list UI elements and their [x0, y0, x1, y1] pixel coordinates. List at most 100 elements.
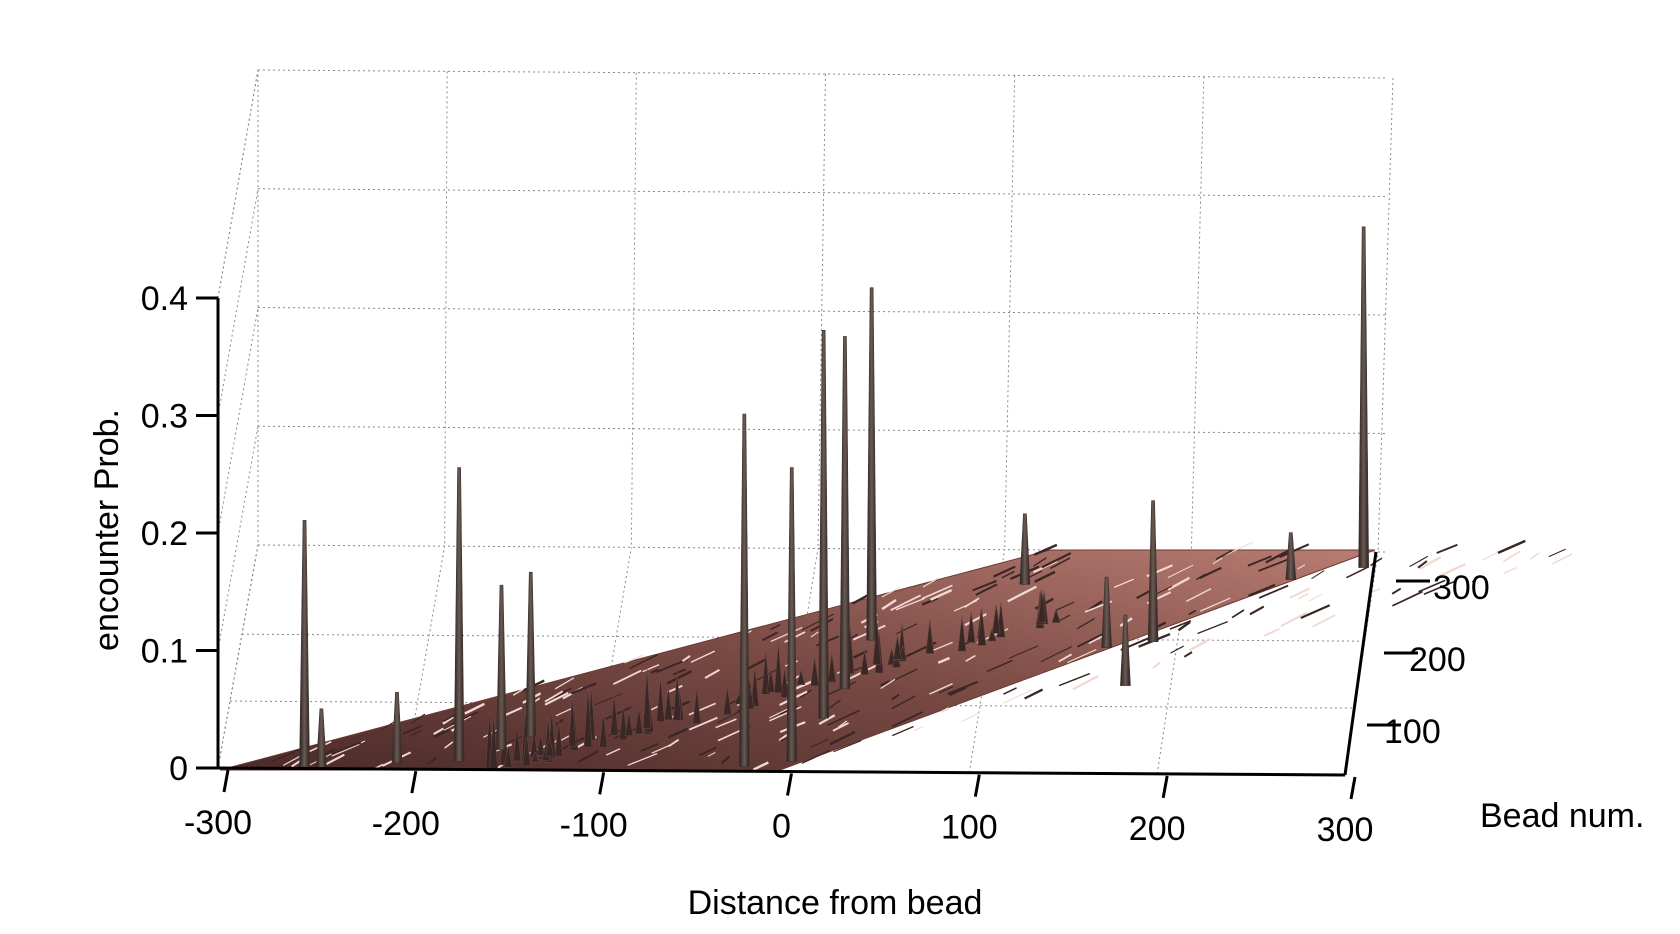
surface-texture — [1312, 614, 1336, 628]
surface-texture — [642, 664, 660, 673]
surface-texture — [1263, 627, 1280, 637]
surface-texture — [605, 706, 632, 720]
surface-texture — [770, 627, 803, 642]
surface-texture — [570, 682, 597, 695]
y-tick-label: 200 — [1409, 641, 1466, 679]
surface-texture — [555, 707, 573, 717]
surface-texture — [1197, 621, 1228, 635]
surface-texture — [627, 753, 658, 766]
grid-line-left-wall — [217, 544, 259, 769]
surface-ridge — [925, 619, 935, 654]
surface-texture — [1199, 566, 1222, 580]
surface-ridge — [503, 745, 513, 768]
surface-texture — [810, 631, 819, 638]
surface-ridge — [619, 705, 628, 740]
surface-texture — [1409, 555, 1429, 568]
surface-ridge — [860, 649, 869, 675]
surface-texture — [433, 729, 450, 739]
surface-texture — [890, 668, 918, 683]
surface-texture — [832, 722, 849, 732]
x-tick-label: 200 — [1129, 810, 1186, 848]
surface-texture — [965, 654, 976, 662]
surface-ridge — [872, 619, 882, 665]
surface-texture — [1033, 543, 1058, 556]
surface-texture — [651, 743, 672, 754]
surface-texture — [1439, 562, 1466, 577]
surface-texture — [717, 711, 740, 724]
surface-texture — [1297, 592, 1309, 600]
surface-texture — [1196, 573, 1207, 581]
surface-ridge — [624, 712, 634, 737]
surface-ridge — [545, 736, 554, 757]
surface-texture — [891, 711, 924, 728]
tick-labels: 0 0.1 0.2 0.3 0.4 -300 -200 -100 0 100 200 300 100 20… — [141, 280, 1490, 849]
surface-texture — [1040, 645, 1073, 663]
surface-texture — [544, 692, 569, 706]
y-axis-line — [1343, 551, 1378, 776]
surface-peak-16 — [1358, 226, 1369, 568]
surface-texture — [833, 740, 862, 753]
surface-texture — [972, 580, 997, 592]
surface-texture — [770, 623, 781, 631]
surface-texture — [655, 658, 688, 674]
surface-texture — [577, 750, 599, 764]
y-axis-title: Bead num. — [1480, 797, 1644, 835]
x-axis-tick — [598, 772, 606, 795]
surface-texture — [1199, 597, 1231, 612]
surface-texture — [890, 693, 900, 701]
surface-texture — [1289, 587, 1310, 599]
surface-texture — [1471, 575, 1480, 583]
surface-peak-14 — [1147, 500, 1159, 643]
x-tick-label: -200 — [372, 805, 440, 843]
surface-texture — [443, 714, 456, 722]
surface-ridge — [664, 687, 673, 721]
z-tick-label: 0.1 — [141, 633, 188, 671]
z-tick-label: 0 — [169, 750, 188, 788]
grid-line-left-wall — [217, 188, 259, 416]
surface-texture — [704, 668, 720, 679]
surface-texture — [1423, 580, 1455, 596]
surface-texture — [1152, 661, 1161, 670]
surface-texture — [800, 689, 812, 698]
z-tick-label: 0.4 — [141, 280, 188, 318]
surface-texture — [937, 656, 951, 664]
surface-texture — [1024, 688, 1044, 700]
surface-ridge — [780, 667, 789, 698]
surface-texture — [672, 668, 687, 676]
surface-texture — [554, 677, 575, 690]
grid-line-vertical — [817, 73, 826, 549]
surface-texture — [1258, 557, 1291, 572]
surface-texture — [715, 718, 737, 729]
z-tick-label: 0.3 — [141, 398, 188, 436]
x-tick-label: -100 — [560, 806, 628, 844]
surface-peak-7 — [786, 467, 798, 762]
x-axis-tick — [410, 770, 418, 794]
surface-ridge — [750, 667, 760, 707]
surface-texture — [938, 685, 954, 694]
surface-texture — [1278, 543, 1310, 559]
surface-ridge — [966, 611, 976, 643]
surface-texture — [829, 730, 856, 746]
surface-texture — [1417, 560, 1428, 569]
surface-texture — [1249, 605, 1265, 616]
surface-texture — [1076, 633, 1103, 648]
surface-ridge — [827, 653, 837, 683]
surface-texture — [1008, 645, 1039, 659]
surface-texture — [1258, 584, 1289, 599]
surface-texture — [1497, 539, 1526, 555]
surface-texture — [1058, 653, 1073, 663]
grid-line-horizontal — [257, 307, 1389, 316]
surface-texture — [512, 688, 524, 696]
grid-line-left-wall — [217, 307, 259, 534]
surface-texture — [880, 680, 891, 687]
surface-texture — [975, 583, 998, 596]
surface-texture — [986, 659, 1013, 673]
grid-line-vertical — [1190, 76, 1205, 551]
surface-texture — [827, 709, 860, 726]
surface-texture — [828, 699, 841, 709]
surface-texture — [921, 597, 939, 606]
surface-ridge — [1037, 590, 1047, 623]
surface-texture — [1391, 587, 1402, 595]
surface-peak-15 — [1285, 532, 1297, 580]
surface-ridge — [766, 669, 776, 693]
